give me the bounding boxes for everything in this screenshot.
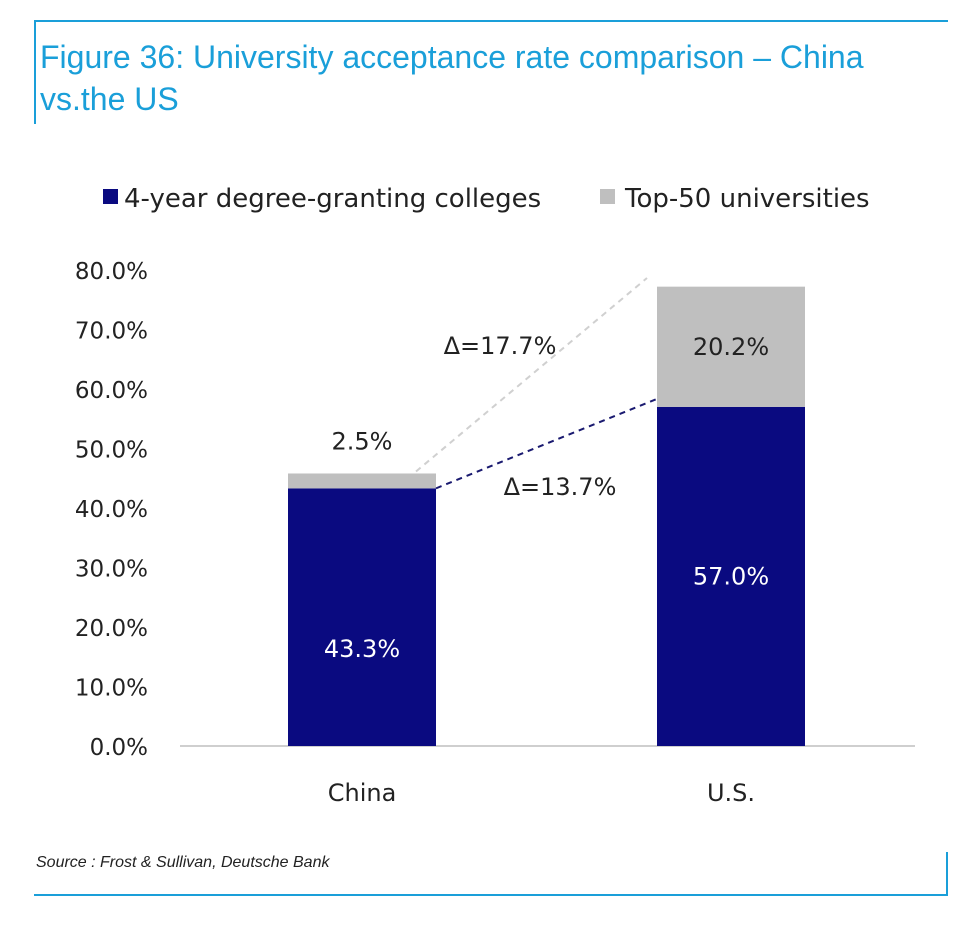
delta-annotation-top50: Δ=17.7% (444, 332, 557, 360)
data-label-top50: 20.2% (693, 333, 769, 361)
source-note: Source : Frost & Sullivan, Deutsche Bank (36, 854, 330, 871)
x-tick-label: China (328, 779, 397, 807)
delta-line-top50 (415, 277, 648, 473)
data-label-colleges: 57.0% (693, 562, 769, 590)
legend-label-colleges: 4-year degree-granting colleges (124, 184, 541, 214)
legend-label-top50: Top-50 universities (624, 184, 870, 214)
data-label-top50: 2.5% (332, 427, 393, 455)
y-tick-label: 0.0% (90, 735, 148, 761)
bar-top50-0 (288, 473, 436, 489)
data-label-colleges: 43.3% (324, 635, 400, 663)
frame-bottom-rule (34, 894, 948, 896)
legend-swatch-colleges (103, 189, 118, 204)
bar-colleges-1 (657, 406, 805, 746)
y-tick-label: 50.0% (75, 438, 148, 464)
y-tick-label: 40.0% (75, 497, 148, 523)
delta-line-colleges (435, 397, 658, 490)
y-tick-label: 10.0% (75, 676, 148, 702)
figure-title: Figure 36: University acceptance rate co… (40, 39, 864, 117)
y-tick-label: 30.0% (75, 557, 148, 583)
y-tick-label: 20.0% (75, 616, 148, 642)
delta-annotation-colleges: Δ=13.7% (504, 473, 617, 501)
bar-colleges-0 (288, 488, 436, 746)
y-tick-label: 80.0% (75, 259, 148, 285)
frame-top-rule (34, 20, 948, 22)
x-tick-label: U.S. (707, 779, 755, 807)
frame-right-rule (946, 852, 948, 896)
bar-top50-1 (657, 286, 805, 407)
legend-swatch-top50 (600, 189, 615, 204)
y-tick-label: 60.0% (75, 378, 148, 404)
y-tick-label: 70.0% (75, 319, 148, 345)
frame-left-rule (34, 20, 36, 124)
